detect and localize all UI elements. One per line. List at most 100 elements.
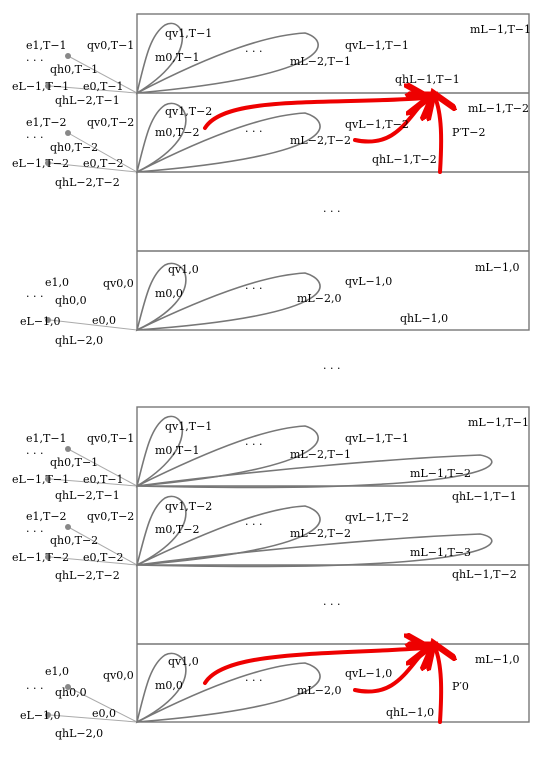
label-mLbig: mL−1,T−2	[410, 467, 471, 480]
label-P: P′T−2	[452, 126, 485, 139]
label-mid-dots: · · ·	[245, 125, 262, 138]
between-dots: · · ·	[323, 362, 340, 375]
label-mL: mL−1,T−1	[470, 23, 531, 36]
label-m0: m0,T−2	[155, 126, 199, 139]
highlight-path-upper	[203, 98, 425, 130]
label-e0: e0,0	[92, 314, 116, 327]
label-qhL2: qhL−2,T−1	[55, 94, 120, 107]
label-qv0: qv0,T−2	[87, 116, 134, 129]
highlight-path-lower	[435, 97, 441, 174]
highlight-path-middle	[353, 647, 430, 694]
top-row-t1: e1,T−1 · · · eL−1,T−1 qh0,T−1 qhL−2,T−1 …	[12, 22, 531, 107]
label-qhL2: qhL−2,0	[55, 334, 103, 347]
top-row-0: e1,0 · · · eL−1,0 qh0,0 qhL−2,0 qv0,0 e0…	[20, 261, 519, 347]
label-mL2: mL−2,T−1	[290, 448, 351, 461]
label-qv1: qv1,0	[168, 263, 199, 276]
label-qhL2: qhL−2,T−2	[55, 569, 120, 582]
label-qh0: qh0,0	[55, 294, 87, 307]
bottom-row-t2: e1,T−2 · · · eL−1,T−2 qh0,T−2 qhL−2,T−2 …	[12, 495, 517, 582]
label-dots: · · ·	[26, 525, 43, 538]
label-eL: eL−1,T−1	[12, 80, 69, 93]
loop-mL-big	[136, 454, 493, 489]
label-e0: e0,T−1	[83, 80, 124, 93]
top-row-t2: e1,T−2 · · · eL−1,T−2 qh0,T−2 qhL−2,T−2 …	[12, 97, 529, 189]
bottom-row-0: e1,0 · · · eL−1,0 qh0,0 qhL−2,0 qv0,0 e0…	[20, 647, 519, 740]
label-qh0: qh0,T−2	[50, 141, 98, 154]
label-e1: e1,T−1	[26, 39, 67, 52]
label-e1: e1,T−1	[26, 432, 67, 445]
label-P: P′0	[452, 680, 469, 693]
label-dots: · · ·	[26, 290, 43, 303]
label-dots: · · ·	[26, 447, 43, 460]
label-e0: e0,T−2	[83, 551, 124, 564]
label-mL: mL−1,0	[475, 653, 519, 666]
bottom-row-t1: e1,T−1 · · · eL−1,T−1 qh0,T−1 qhL−2,T−1 …	[12, 415, 529, 503]
label-qv0: qv0,0	[103, 277, 134, 290]
label-qhL2: qhL−2,T−2	[55, 176, 120, 189]
label-qh0: qh0,T−1	[50, 456, 98, 469]
label-mL2: mL−2,0	[297, 292, 341, 305]
loop-m0	[135, 652, 187, 724]
label-qhL: qhL−1,0	[386, 706, 434, 719]
label-qhL2: qhL−2,0	[55, 727, 103, 740]
label-e0: e0,T−2	[83, 157, 124, 170]
middle-dots: · · ·	[323, 205, 340, 218]
label-m0: m0,T−1	[155, 444, 199, 457]
bottom-panel: e1,T−1 · · · eL−1,T−1 qh0,T−1 qhL−2,T−1 …	[12, 406, 530, 740]
loop-m0	[135, 102, 187, 174]
label-mid-dots: · · ·	[245, 518, 262, 531]
loop-m0	[135, 22, 183, 95]
label-mL2: mL−2,T−2	[290, 134, 351, 147]
loop-mL2	[136, 425, 319, 487]
label-qv1: qv1,0	[168, 655, 199, 668]
highlight-path-lower	[435, 647, 441, 724]
label-qv0: qv0,0	[103, 669, 134, 682]
label-dots: · · ·	[26, 131, 43, 144]
label-eL: eL−1,0	[20, 315, 61, 328]
loop-mL2	[136, 112, 321, 173]
label-e0: e0,0	[92, 707, 116, 720]
label-qvL: qvL−1,0	[345, 275, 392, 288]
label-mL2: mL−2,0	[297, 684, 341, 697]
label-qhL2: qhL−2,T−1	[55, 489, 120, 502]
highlight-path-upper	[203, 648, 425, 685]
loop-m0	[135, 495, 187, 567]
label-mL2: mL−2,T−1	[290, 55, 351, 68]
label-qv1: qv1,T−2	[165, 500, 212, 513]
label-dots: · · ·	[26, 682, 43, 695]
label-qv0: qv0,T−2	[87, 510, 134, 523]
label-qh0: qh0,T−1	[50, 63, 98, 76]
label-m0: m0,0	[155, 287, 183, 300]
label-qv1: qv1,T−2	[165, 105, 212, 118]
label-mid-dots: · · ·	[245, 438, 262, 451]
label-qhL: qhL−1,T−1	[395, 73, 460, 86]
label-m0: m0,T−2	[155, 523, 199, 536]
loop-mL2	[136, 32, 319, 94]
label-mid-dots: · · ·	[245, 674, 262, 687]
label-mL2: mL−2,T−2	[290, 527, 351, 540]
loop-mL2	[136, 662, 321, 723]
label-e1: e1,0	[45, 276, 69, 289]
label-qv0: qv0,T−1	[87, 39, 134, 52]
label-qvL: qvL−1,T−1	[345, 432, 409, 445]
label-eL: eL−1,0	[20, 709, 61, 722]
label-qvL: qvL−1,0	[345, 667, 392, 680]
label-mid-dots: · · ·	[245, 45, 262, 58]
label-qv1: qv1,T−1	[165, 420, 212, 433]
label-qvL: qvL−1,T−1	[345, 39, 409, 52]
middle-dots: · · ·	[323, 598, 340, 611]
label-mL: mL−1,T−2	[468, 102, 529, 115]
label-qhL: qhL−1,T−2	[452, 568, 517, 581]
label-mLbig: mL−1,T−3	[410, 546, 471, 559]
label-e1: e1,0	[45, 665, 69, 678]
label-mL: mL−1,0	[475, 261, 519, 274]
loop-mL2	[136, 272, 321, 331]
label-e1: e1,T−2	[26, 116, 67, 129]
label-eL: eL−1,T−2	[12, 551, 69, 564]
label-e0: e0,T−1	[83, 473, 124, 486]
label-qh0: qh0,0	[55, 686, 87, 699]
label-qvL: qvL−1,T−2	[345, 118, 409, 131]
loop-mL2	[136, 505, 321, 566]
loop-m0	[135, 262, 187, 332]
